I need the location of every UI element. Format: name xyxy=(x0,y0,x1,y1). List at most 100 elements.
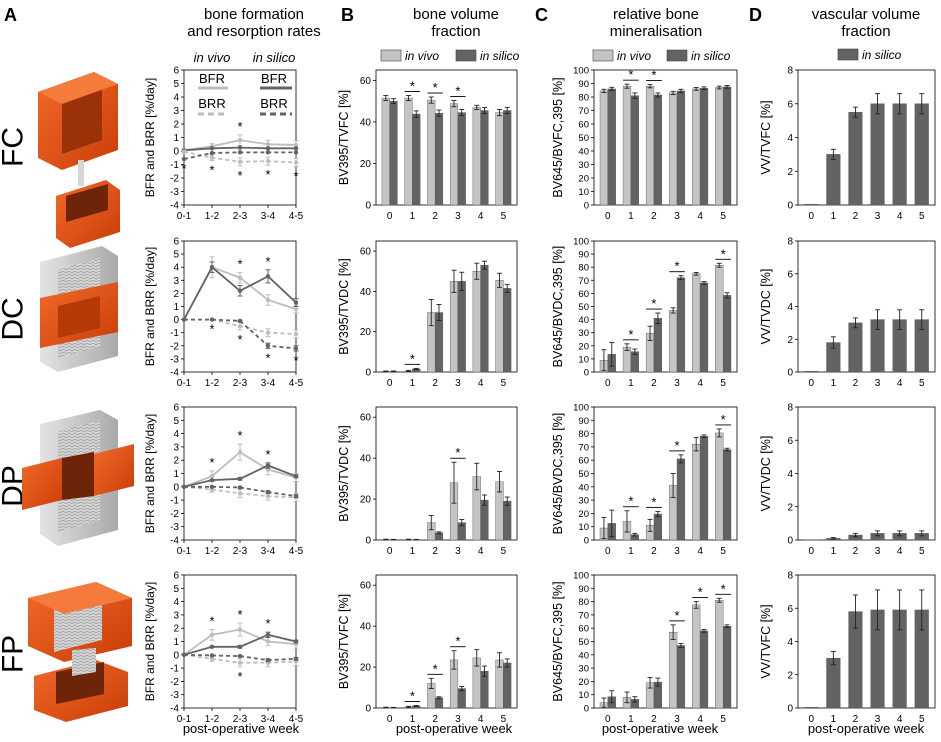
panel-c-fp-ytick-label: 70 xyxy=(578,610,589,621)
panel-c-fp-ytick-label: 30 xyxy=(578,664,589,675)
panel-a-dp-series-brr-in-silico-point xyxy=(181,484,187,489)
panel-d-fc-ytick-label: 6 xyxy=(787,99,793,110)
panel-c-dc-signif-star: * xyxy=(628,327,633,342)
panel-c-fc-in-silico-bar xyxy=(699,88,709,206)
panel-a-dc-series-bfr-in-vivo-point xyxy=(237,275,243,280)
panel-c-fc-xtick-label: 2 xyxy=(651,211,657,222)
panel-d-fc-xtick-label: 3 xyxy=(875,211,881,222)
panel-a-dp-series-brr-in-vivo-point xyxy=(237,491,243,496)
panel-d-dp-xtick-label: 0 xyxy=(808,546,814,557)
panel-b-fp-xtick-label: 0 xyxy=(387,714,393,725)
panel-b-fp-ylabel: BV395/TVFC [%] xyxy=(337,594,351,689)
panel-c-dc-in-silico-bar xyxy=(676,277,686,373)
panel-b-fp-signif-star: * xyxy=(455,634,460,649)
panel-c-dp-xtick-label: 0 xyxy=(605,546,611,557)
panel-a-fp-series-brr-in-silico-point xyxy=(209,653,215,658)
panel-d-fc-xtick-label: 1 xyxy=(831,211,837,222)
panel-a-fp-signif-star-below: * xyxy=(237,669,242,684)
panel-a-fc-signif-star-below: * xyxy=(265,167,270,182)
panel-a-fc-series-bfr-in-vivo-point xyxy=(293,142,299,148)
legend-a-in-vivo: in vivo xyxy=(194,50,231,65)
panel-a-fc-ytick-label: 1 xyxy=(173,133,179,144)
panel-b-fp-signif-star: * xyxy=(433,661,438,676)
panel-a-fc-signif-star-below: * xyxy=(237,168,242,183)
panel-a-fp-ytick-label: 5 xyxy=(173,584,179,595)
panel-c-fp-ylabel: BV645/BVFC,395 [%] xyxy=(551,581,565,701)
panel-b-dp-xtick-label: 2 xyxy=(432,546,438,557)
panel-c-dp-in-silico-bar xyxy=(699,436,709,541)
panel-a-fp-series-brr-in-vivo-point xyxy=(237,660,243,665)
panel-c-dc-xtick-label: 1 xyxy=(628,378,634,389)
panel-b-fc-in-silico-bar xyxy=(480,110,489,206)
xlabel-b: post-operative week xyxy=(396,721,513,736)
panel-a-fc-xtick-label: 0-1 xyxy=(177,211,192,222)
panel-a-fp-ytick-label: -2 xyxy=(170,677,179,688)
panel-c-fc-signif-star: * xyxy=(628,67,633,82)
panel-b-fc-ylabel: BV395/TVFC [%] xyxy=(337,90,351,185)
legend-b-in-silico: in silico xyxy=(480,49,520,63)
panel-b-dc-xtick-label: 2 xyxy=(432,378,438,389)
panel-a-dp-series-bfr-in-silico-line xyxy=(183,464,297,488)
panel-a-dp-ytick-label: 6 xyxy=(173,403,179,414)
panel-c-fc-ytick-label: 20 xyxy=(578,174,589,185)
panel-b-dc-in-silico-bar xyxy=(457,281,466,373)
panel-a-fp-ytick-label: 1 xyxy=(173,637,179,648)
panel-b-fc-ytick-label: 20 xyxy=(360,159,372,170)
panel-b-dc-in-silico-bar xyxy=(434,312,444,373)
panel-b-fc-ytick-label: 40 xyxy=(360,117,372,128)
panel-b-fc-in-vivo-bar xyxy=(381,97,390,206)
panel-b-fc-xtick-label: 2 xyxy=(432,211,438,222)
panel-a-fp-ylabel: BFR and BRR [%/day] xyxy=(143,582,157,701)
panel-c-fc-ytick-label: 100 xyxy=(573,66,589,77)
panel-a-dp-ytick-label: 1 xyxy=(173,469,179,480)
panel-a-dc-series-bfr-in-silico-point xyxy=(237,288,243,293)
panel-a-dp-ytick-label: 4 xyxy=(173,429,179,440)
panel-b-dc-in-silico-bar xyxy=(503,288,512,373)
panel-c-dp-ytick-label: 20 xyxy=(578,509,589,520)
panel-a-fp-series-bfr-in-vivo-point xyxy=(237,627,243,632)
panel-a-dp-ylabel: BFR and BRR [%/day] xyxy=(143,414,157,533)
panel-c-dp-ytick-label: 60 xyxy=(578,456,589,467)
legend-c-in-silico: in silico xyxy=(691,49,731,63)
panel-b-fp-in-silico-bar xyxy=(503,662,512,709)
row-label-fc: FC xyxy=(0,127,30,167)
panel-a-dc-ytick-label: 1 xyxy=(173,302,179,313)
panel-c-fc-in-vivo-bar xyxy=(645,85,655,206)
scaffold-illustration-fp xyxy=(28,582,132,722)
panel-b-dp-in-silico-bar xyxy=(503,500,512,541)
panel-c-fp-in-silico-bar xyxy=(676,645,686,709)
panel-b-fc-plot-frame xyxy=(375,69,518,206)
panel-c-fc-in-vivo-bar xyxy=(622,85,632,206)
panel-a-dc-series-brr-in-silico-point xyxy=(265,343,271,348)
panel-a-dc-xtick-label: 0-1 xyxy=(177,378,192,389)
legend-c-swatch-vivo xyxy=(592,49,614,62)
panel-c-fc-in-silico-bar xyxy=(607,88,616,206)
panel-d-fp-ytick-label: 2 xyxy=(787,670,793,681)
scaffold-illustration-dp xyxy=(22,410,134,546)
panel-b-dc-ytick-label: 20 xyxy=(360,327,372,338)
panel-c-fc-xtick-label: 0 xyxy=(605,211,611,222)
panel-a-dp-signif-star-above: * xyxy=(209,455,214,470)
panel-c-fc-in-silico-bar xyxy=(653,94,663,206)
panel-c-dc-xtick-label: 3 xyxy=(674,378,680,389)
panel-a-dp-xtick-label: 3-4 xyxy=(261,546,276,557)
legend-a-in-silico: in silico xyxy=(253,50,296,65)
panel-b-dc-ylabel: BV395/TVDC [%] xyxy=(337,258,351,355)
panel-c-fc-ytick-label: 70 xyxy=(578,106,589,117)
panel-c-fp-in-vivo-bar xyxy=(668,631,678,709)
panel-c-fc-in-vivo-bar xyxy=(692,88,701,206)
panel-a-fp-signif-star-above: * xyxy=(265,616,270,631)
panel-a-dc-series-brr-in-silico-point xyxy=(237,318,243,324)
panel-letter-a: A xyxy=(4,5,17,25)
panel-c-dp-signif-star: * xyxy=(721,412,726,427)
panel-a-dp-signif-star-above: * xyxy=(265,447,270,462)
panel-b-dc-xtick-label: 4 xyxy=(478,378,484,389)
panel-b-fp-ytick-label: 40 xyxy=(360,622,372,633)
panel-d-dc-in-silico-bar xyxy=(848,322,863,373)
panel-d-dp-ytick-label: 2 xyxy=(787,502,793,513)
panel-a-dc-signif-star-above: * xyxy=(265,254,270,269)
panel-d-fp-ytick-label: 4 xyxy=(787,637,793,648)
panel-a-fp-series-bfr-in-silico-point xyxy=(265,632,271,638)
panel-c-dc-ytick-label: 40 xyxy=(578,315,589,326)
title-c-line2: mineralisation xyxy=(610,23,703,40)
